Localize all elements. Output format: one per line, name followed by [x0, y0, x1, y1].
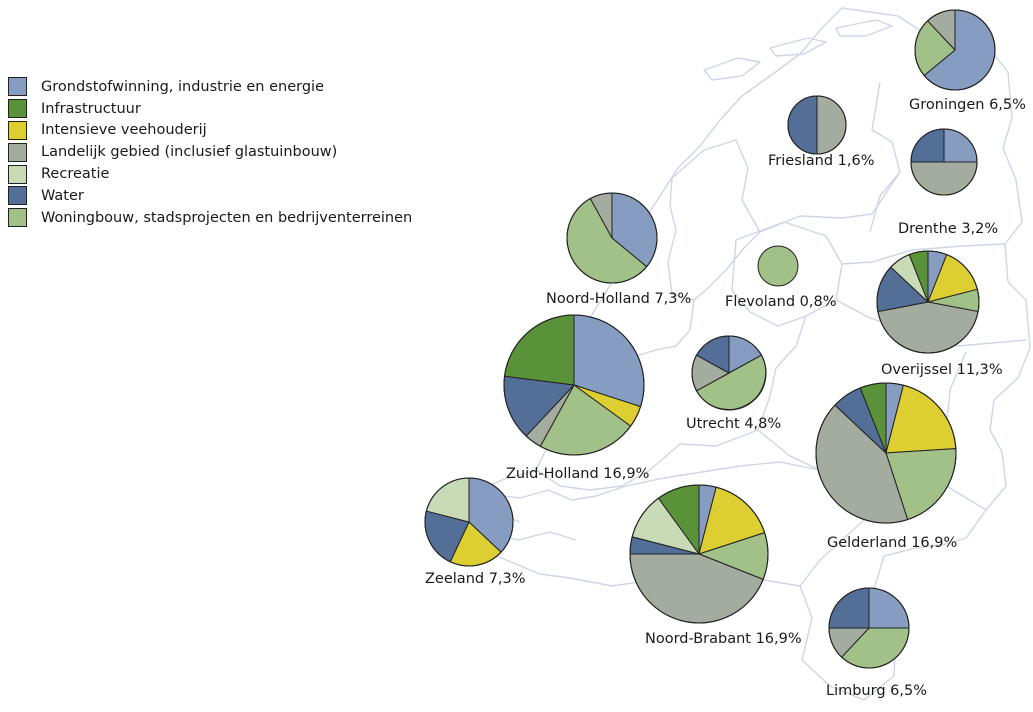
legend-item-recreatie: Recreatie [8, 163, 412, 185]
legend-swatch [8, 208, 27, 228]
pie-outline [910, 128, 978, 196]
pie-slice-grondstof [868, 587, 910, 629]
province-label: Zuid-Holland 16,9% [506, 466, 649, 482]
pie-slice-water [828, 587, 870, 629]
pie-outline [876, 250, 980, 354]
legend-item-water: Water [8, 185, 412, 207]
legend-swatch [8, 164, 27, 184]
river [595, 461, 821, 497]
province-label: Utrecht 4,8% [686, 416, 781, 432]
province-boundary [869, 81, 901, 233]
province-label: Noord-Holland 7,3% [546, 291, 691, 307]
pie-slice-landelijk [910, 161, 978, 196]
flevoland-outline [731, 221, 843, 327]
province-label: Zeeland 7,3% [425, 571, 526, 587]
province-boundary [535, 443, 681, 491]
legend-label: Grondstofwinning, industrie en energie [41, 78, 324, 95]
pie-outline [424, 477, 514, 567]
legend: Grondstofwinning, industrie en energie I… [8, 76, 412, 229]
pie-overijssel: Overijssel 11,3% [876, 250, 1003, 378]
wadden-island [769, 37, 827, 57]
legend-label: Woningbouw, stadsprojecten en bedrijvent… [41, 209, 413, 226]
legend-label: Landelijk gebied (inclusief glastuinbouw… [41, 144, 338, 161]
legend-swatch [8, 142, 27, 162]
legend-item-landelijk-gebied: Landelijk gebied (inclusief glastuinbouw… [8, 141, 412, 163]
pie-outline [914, 9, 996, 91]
legend-swatch [8, 186, 27, 206]
province-boundary [635, 299, 695, 357]
province-label: Friesland 1,6% [768, 153, 875, 169]
pie-friesland: Friesland 1,6% [768, 95, 875, 169]
pie-utrecht: Utrecht 4,8% [686, 335, 781, 432]
pie-outline [629, 484, 769, 624]
pie-outline [566, 192, 658, 284]
legend-swatch [8, 99, 27, 119]
pie-zuid-holland: Zuid-Holland 16,9% [503, 314, 649, 482]
pie-zeeland: Zeeland 7,3% [424, 477, 526, 587]
province-label: Flevoland 0,8% [725, 294, 837, 310]
pie-gelderland: Gelderland 16,9% [815, 382, 957, 551]
province-pies: Groningen 6,5% Friesland 1,6% Drenthe 3,2%… [424, 9, 1026, 699]
province-label: Overijssel 11,3% [881, 362, 1003, 378]
legend-label: Infrastructuur [41, 100, 141, 117]
province-boundary [841, 243, 1006, 265]
province-label: Limburg 6,5% [826, 683, 927, 699]
pie-slice-landelijk [816, 95, 847, 155]
pie-noord-holland: Noord-Holland 7,3% [546, 192, 691, 307]
pie-outline [787, 95, 847, 155]
province-label: Noord-Brabant 16,9% [645, 631, 802, 647]
wadden-island [835, 19, 893, 37]
pie-slice-woning [757, 245, 799, 287]
province-label: Groningen 6,5% [909, 97, 1026, 113]
pie-outline [815, 382, 957, 524]
pie-slice-water [787, 95, 818, 155]
pie-limburg: Limburg 6,5% [826, 587, 927, 699]
pie-outline [828, 587, 910, 669]
pie-groningen: Groningen 6,5% [909, 9, 1026, 113]
ijsselmeer [667, 139, 761, 301]
legend-label: Intensieve veehouderij [41, 122, 207, 139]
pie-flevoland: Flevoland 0,8% [725, 245, 837, 310]
legend-swatch [8, 77, 27, 97]
province-boundary [679, 315, 807, 447]
pie-drenthe: Drenthe 3,2% [898, 128, 998, 237]
legend-item-infrastructuur: Infrastructuur [8, 98, 412, 120]
pie-slice-infra [504, 314, 575, 386]
province-label: Gelderland 16,9% [827, 535, 957, 551]
legend-label: Water [41, 187, 84, 204]
wadden-island [703, 57, 761, 81]
legend-item-grondstofwinning: Grondstofwinning, industrie en energie [8, 76, 412, 98]
legend-item-woningbouw: Woningbouw, stadsprojecten en bedrijvent… [8, 207, 412, 229]
legend-swatch [8, 120, 27, 140]
legend-item-intensieve-veehouderij: Intensieve veehouderij [8, 120, 412, 142]
legend-label: Recreatie [41, 166, 110, 183]
province-label: Drenthe 3,2% [898, 221, 998, 237]
province-boundary [759, 171, 901, 233]
pie-outline [503, 314, 645, 456]
pie-outline [691, 335, 767, 411]
pie-noord-brabant: Noord-Brabant 16,9% [629, 484, 802, 647]
